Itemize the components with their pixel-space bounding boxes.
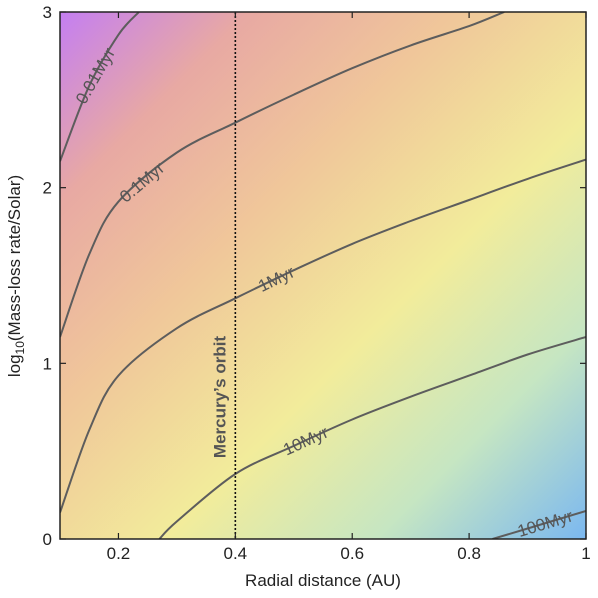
y-axis-label-subscript: 10 [13, 341, 27, 355]
x-tick-label: 1 [581, 544, 590, 563]
y-tick-label: 1 [43, 354, 52, 373]
x-tick-label: 0.2 [107, 544, 131, 563]
contour-line [60, 12, 140, 162]
y-axis-label-rest: (Mass-loss rate/Solar) [5, 175, 24, 341]
x-axis: 0.2 0.4 0.6 0.8 1 [107, 12, 591, 563]
contour-line [60, 158, 586, 513]
x-axis-label: Radial distance (AU) [245, 571, 401, 590]
plot-frame [59, 11, 587, 540]
mercury-orbit-label: Mercury’s orbit [210, 336, 229, 459]
x-tick-label: 0.8 [457, 544, 481, 563]
y-tick-label: 0 [43, 530, 52, 549]
contour-line [158, 336, 586, 539]
y-tick-label: 3 [43, 3, 52, 22]
contour-lines [60, 12, 586, 539]
y-axis: 0 1 2 3 [43, 3, 586, 549]
contour-line [492, 509, 586, 539]
contour-line [60, 12, 505, 338]
x-tick-label: 0.6 [340, 544, 364, 563]
y-axis-label: log10(Mass-loss rate/Solar) [5, 175, 27, 377]
y-tick-label: 2 [43, 179, 52, 198]
y-axis-label-log: log [5, 354, 24, 377]
plot-background [60, 12, 586, 539]
x-tick-label: 0.4 [224, 544, 248, 563]
